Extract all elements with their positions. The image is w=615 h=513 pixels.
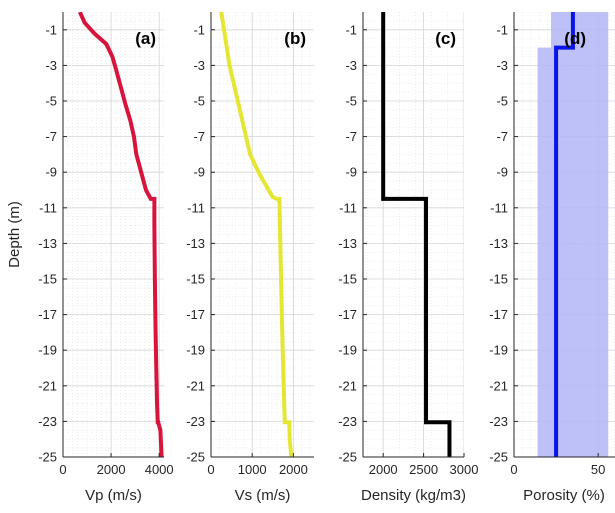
y-tick-label: -25 [38, 450, 57, 465]
x-tick-label: 2500 [409, 462, 438, 477]
x-tick-label: 2000 [279, 462, 308, 477]
y-tick-label: -3 [45, 58, 57, 73]
y-tick-label: -23 [489, 414, 508, 429]
y-tick-label: -13 [489, 236, 508, 251]
y-tick-label: -13 [38, 236, 57, 251]
series-line-1 [219, 12, 294, 457]
y-tick-label: -23 [186, 414, 205, 429]
series-line-1 [381, 12, 452, 457]
y-tick-label: -25 [489, 450, 508, 465]
y-tick-label: -15 [186, 272, 205, 287]
y-tick-label: -13 [338, 236, 357, 251]
y-tick-label: -21 [338, 378, 357, 393]
grid [211, 12, 314, 457]
y-tick-label: -7 [345, 129, 357, 144]
y-tick-label: -1 [345, 22, 357, 37]
x-tick-label: 0 [59, 462, 66, 477]
x-axis-label: Porosity (%) [523, 487, 605, 504]
y-tick-label: -9 [45, 165, 57, 180]
x-tick-label: 1000 [238, 462, 267, 477]
series-line-1 [554, 12, 575, 457]
y-tick-label: -23 [338, 414, 357, 429]
y-tick-label: -9 [345, 165, 357, 180]
y-tick-label: -7 [193, 129, 205, 144]
panel-label: (c) [435, 29, 456, 48]
grid [363, 12, 464, 457]
panel-label: (b) [284, 29, 306, 48]
y-tick-label: -3 [345, 58, 357, 73]
panel-4: -1 -3 -5 -7 -9 -11 -13 -15 -17 -19 -21 -23 -250 50 Por… [489, 12, 615, 504]
y-tick-label: -1 [496, 22, 508, 37]
y-tick-label: -5 [496, 94, 508, 109]
y-tick-label: -9 [496, 165, 508, 180]
y-tick-label: -19 [338, 343, 357, 358]
y-tick-label: -7 [496, 129, 508, 144]
y-tick-label: -17 [338, 307, 357, 322]
x-tick-label: 3000 [450, 462, 479, 477]
y-tick-label: -7 [45, 129, 57, 144]
y-tick-label: -13 [186, 236, 205, 251]
y-tick-label: -21 [489, 378, 508, 393]
y-tick-label: -11 [187, 200, 205, 215]
y-tick-label: -5 [345, 94, 357, 109]
grid [63, 12, 164, 457]
y-tick-label: -11 [39, 200, 57, 215]
y-tick-label: -25 [186, 450, 205, 465]
uncertainty-band [537, 12, 609, 457]
x-axis-label: Vp (m/s) [85, 487, 142, 504]
y-tick-label: -9 [193, 165, 205, 180]
y-tick-label: -17 [489, 307, 508, 322]
y-tick-label: -5 [45, 94, 57, 109]
y-tick-label: -15 [38, 272, 57, 287]
y-tick-label: -11 [490, 200, 508, 215]
y-tick-label: -1 [45, 22, 57, 37]
panel-label: (d) [564, 29, 586, 48]
y-tick-label: -17 [38, 307, 57, 322]
x-tick-label: 2000 [97, 462, 126, 477]
x-tick-label: 50 [591, 462, 605, 477]
y-tick-label: -19 [186, 343, 205, 358]
y-tick-label: -23 [38, 414, 57, 429]
x-tick-label: 0 [207, 462, 214, 477]
y-tick-label: -19 [489, 343, 508, 358]
x-tick-label: 4000 [145, 462, 174, 477]
y-tick-label: -1 [193, 22, 205, 37]
y-tick-label: -5 [193, 94, 205, 109]
y-tick-label: -19 [38, 343, 57, 358]
x-axis-label: Vs (m/s) [235, 487, 291, 504]
y-tick-label: -21 [38, 378, 57, 393]
y-tick-label: -3 [193, 58, 205, 73]
panel-1: -1 -3 -5 -7 -9 -11 -13 -15 -17 -19 -21 -23 -250 2000 4… [6, 12, 174, 504]
y-tick-label: -11 [339, 200, 357, 215]
y-tick-label: -3 [496, 58, 508, 73]
x-axis-label: Density (kg/m3) [361, 487, 466, 504]
y-axis-label: Depth (m) [6, 201, 23, 268]
y-tick-label: -15 [489, 272, 508, 287]
panel-3: -1 -3 -5 -7 -9 -11 -13 -15 -17 -19 -21 -23 -25 2000 25… [338, 12, 478, 504]
panel-label: (a) [135, 29, 156, 48]
x-tick-label: 2000 [369, 462, 398, 477]
y-tick-label: -21 [186, 378, 205, 393]
x-tick-label: 0 [510, 462, 517, 477]
y-tick-label: -25 [338, 450, 357, 465]
panel-2: -1 -3 -5 -7 -9 -11 -13 -15 -17 -19 -21 -23 -250 1000 2… [186, 12, 314, 504]
series-line-1 [78, 12, 164, 457]
y-tick-label: -15 [338, 272, 357, 287]
y-tick-label: -17 [186, 307, 205, 322]
